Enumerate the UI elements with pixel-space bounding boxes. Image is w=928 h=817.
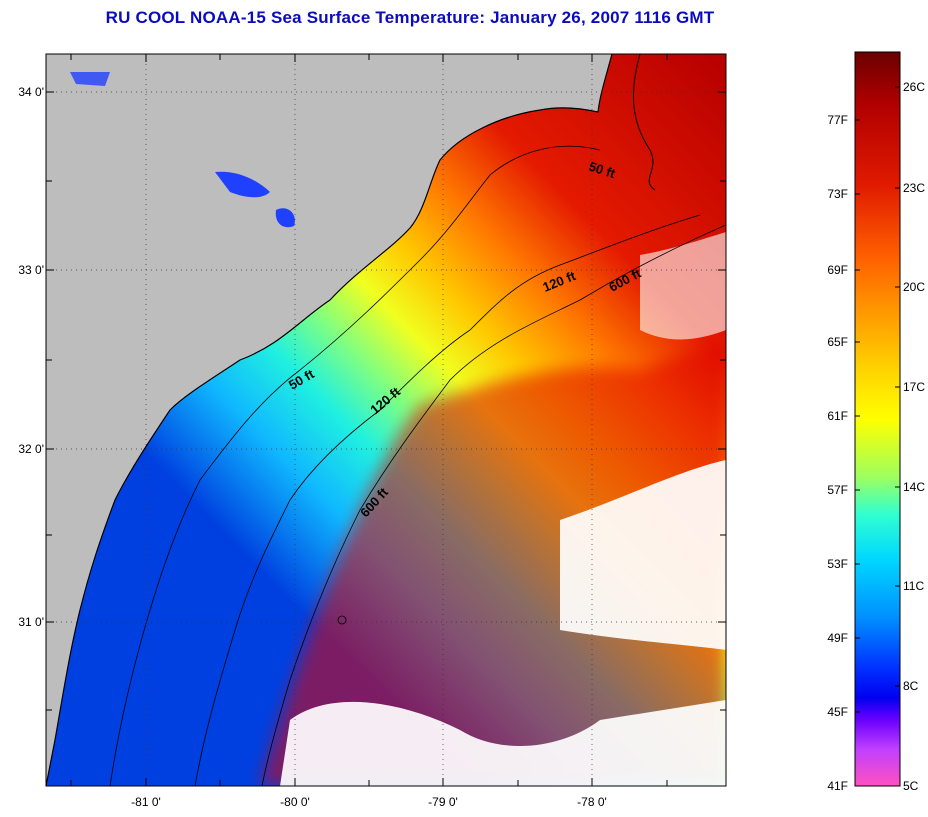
graticule: [46, 54, 726, 786]
colorbar-c-label: 11C: [903, 579, 924, 593]
lon-label: -80 0': [280, 795, 310, 809]
map-ticks: [46, 54, 726, 786]
colorbar-ticks: [855, 86, 900, 713]
colorbar-f-label: 69F: [827, 263, 848, 277]
map-frame: [45, 53, 727, 787]
colorbar-f-label: 61F: [827, 409, 848, 423]
colorbar-f-label: 73F: [827, 187, 848, 201]
lake-moultrie: [275, 208, 295, 228]
contour-120ft: [194, 214, 701, 786]
no-data-mask: [560, 460, 726, 650]
colorbar-f-label: 53F: [827, 557, 848, 571]
lat-label: 34 0': [18, 85, 44, 99]
no-data-mask: [640, 232, 726, 340]
colorbar-c-label: 14C: [903, 480, 925, 494]
colorbar-c-label: 17C: [903, 380, 925, 394]
colorbar-c-label: 8C: [903, 679, 919, 693]
outer-banks: [633, 54, 656, 191]
colorbar-f-label: 65F: [827, 335, 848, 349]
map-title: RU COOL NOAA-15 Sea Surface Temperature:…: [105, 8, 715, 27]
inland-water: [70, 72, 110, 86]
colorbar-f-label: 45F: [827, 705, 848, 719]
lon-label: -78 0': [577, 795, 607, 809]
colorbar-f-label: 77F: [827, 113, 848, 127]
colorbar-c-label: 5C: [903, 779, 919, 793]
lat-label: 31 0': [18, 615, 44, 629]
colorbar-c-label: 26C: [903, 80, 925, 94]
gulf-stream-core: [260, 340, 726, 786]
lat-label: 32 0': [18, 442, 44, 456]
no-data-mask: [280, 700, 726, 786]
contour-50ft: [109, 145, 601, 786]
lake-marion: [215, 171, 270, 198]
land-mass: [46, 54, 612, 786]
colorbar-c-label: 23C: [903, 181, 925, 195]
buoy-marker: [337, 615, 347, 625]
coastline: [46, 54, 613, 786]
colorbar-f-label: 41F: [827, 779, 848, 793]
lon-label: -79 0': [428, 795, 458, 809]
colorbar-f-label: 57F: [827, 483, 848, 497]
colorbar-f-label: 49F: [827, 631, 848, 645]
colorbar-c-label: 20C: [903, 280, 925, 294]
contour-600ft: [261, 224, 726, 786]
colorbar: [854, 51, 901, 787]
lat-label: 33 0': [18, 263, 44, 277]
lon-label: -81 0': [131, 795, 161, 809]
